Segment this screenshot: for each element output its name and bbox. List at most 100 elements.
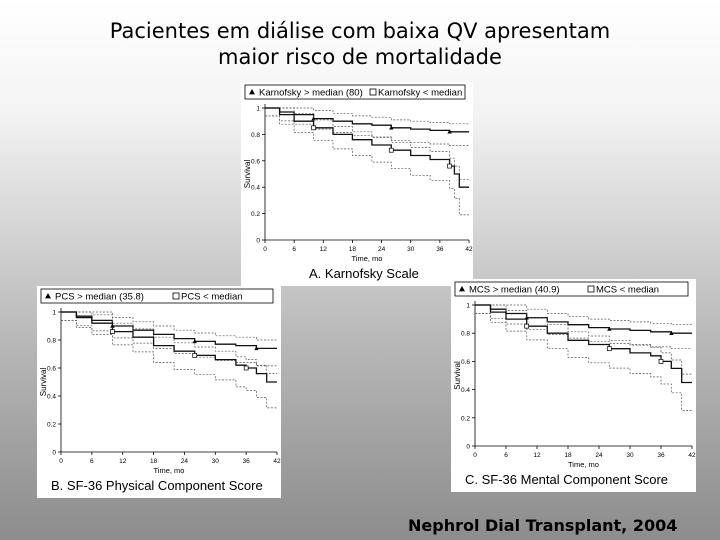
y-tick-label: 0.2 [251, 211, 260, 218]
y-tick-label: 0.6 [47, 366, 56, 373]
legend-label-low: Karnofsky < median [378, 88, 462, 99]
ci-upper-line [475, 304, 692, 326]
y-tick-label: 0 [52, 450, 56, 457]
ci-lower-line [61, 320, 277, 409]
data-point [447, 163, 452, 169]
chart-panel-c: MCS > median (40.9) MCS < median 0 0.2 0.4 0.… [451, 279, 696, 492]
citation: Nephrol Dial Transplant, 2004 [408, 516, 678, 535]
x-tick-label: 36 [436, 246, 444, 253]
x-tick-label: 12 [320, 246, 328, 253]
x-tick-label: 0 [473, 452, 477, 459]
legend-box [40, 288, 274, 304]
slide-title-line-1: Pacientes em diálise com baixa QV aprese… [109, 19, 611, 43]
x-tick-label: 18 [564, 452, 572, 459]
survival-line [61, 311, 277, 350]
y-tick-label: 1 [466, 303, 470, 310]
y-axis-label: Survival [243, 160, 252, 189]
survival-line [475, 304, 692, 384]
legend-box [244, 84, 466, 100]
y-tick-label: 0.6 [461, 359, 470, 366]
series-high-group [475, 304, 692, 350]
chart-title: C. SF-36 Mental Component Score [465, 472, 668, 487]
data-point [192, 353, 198, 358]
y-tick-label: 0.4 [461, 387, 470, 394]
slide-title-line-2: maior risco de mortalidade [218, 45, 502, 69]
ci-upper-line [61, 311, 277, 374]
survival-line [265, 107, 469, 188]
data-point [447, 129, 452, 134]
x-tick-label: 42 [688, 452, 696, 459]
data-point [311, 125, 316, 131]
x-axis-label: Time, mo [568, 460, 599, 469]
mcs-chart: MCS > median (40.9) MCS < median 0 0.2 0.4 0.… [453, 281, 696, 487]
chart-panel-a: Karnofsky > median (80) Karnofsky < media… [241, 82, 473, 286]
ci-upper-line [265, 107, 469, 180]
ci-upper-line [475, 304, 692, 375]
ci-lower-line [265, 115, 469, 216]
chart-panel-b: PCS > median (35.8) PCS < median 0 0.2 0.4 0.… [37, 286, 281, 498]
legend: Karnofsky > median (80) Karnofsky < media… [244, 84, 466, 100]
y-tick-label: 0.4 [47, 394, 56, 401]
x-tick-label: 18 [150, 458, 158, 465]
data-point [606, 346, 612, 352]
ci-lower-line [61, 320, 277, 367]
ci-lower-line [265, 115, 469, 146]
x-tick-label: 42 [465, 246, 473, 253]
x-axis-label: Time, mo [352, 254, 383, 263]
series-low-group [61, 311, 277, 409]
legend-box [454, 281, 689, 297]
ci-lower-line [475, 313, 692, 350]
legend-label-low: PCS < median [181, 292, 243, 303]
data-point [524, 323, 530, 329]
legend: PCS > median (35.8) PCS < median [40, 288, 274, 304]
y-tick-label: 0 [256, 238, 260, 245]
y-tick-label: 0.8 [251, 132, 260, 139]
legend-square-marker [369, 88, 377, 96]
x-tick-label: 30 [407, 246, 415, 253]
x-tick-label: 12 [119, 458, 127, 465]
x-tick-label: 42 [273, 458, 281, 465]
y-tick-label: 1 [256, 106, 260, 113]
legend-square-marker [172, 292, 180, 300]
x-tick-label: 0 [59, 458, 63, 465]
data-point [311, 116, 316, 121]
data-point [110, 329, 115, 334]
series-low-group [475, 304, 692, 411]
data-point [669, 331, 674, 335]
data-point [389, 125, 394, 130]
legend-label-high: MCS > median (40.9) [469, 285, 560, 296]
y-tick-label: 0 [466, 444, 470, 451]
data-point [192, 339, 197, 344]
y-axis-label: Survival [453, 361, 462, 390]
y-tick-label: 0.8 [461, 331, 470, 338]
y-tick-label: 0.6 [251, 158, 260, 165]
series-high-group [61, 311, 277, 367]
x-tick-label: 24 [181, 458, 189, 465]
legend-triangle-marker [45, 293, 51, 299]
pcs-chart: PCS > median (35.8) PCS < median 0 0.2 0.4 0.… [39, 288, 281, 493]
legend-label-high: PCS > median (35.8) [55, 292, 144, 303]
x-tick-label: 30 [212, 458, 220, 465]
x-tick-label: 24 [595, 452, 603, 459]
y-tick-label: 0.4 [251, 185, 260, 192]
x-tick-label: 0 [263, 246, 267, 253]
data-point [658, 359, 664, 364]
chart-title: B. SF-36 Physical Component Score [51, 478, 263, 493]
survival-line [475, 304, 692, 334]
y-tick-label: 0.8 [47, 338, 56, 345]
x-tick-label: 36 [243, 458, 251, 465]
y-tick-label: 0.2 [461, 415, 470, 422]
data-point [607, 326, 612, 331]
legend: MCS > median (40.9) MCS < median [454, 281, 689, 297]
data-point [388, 147, 394, 153]
x-tick-label: 6 [90, 458, 94, 465]
legend-triangle-marker [249, 89, 255, 95]
x-axis-label: Time, mo [154, 466, 185, 475]
legend-label-low: MCS < median [596, 285, 659, 296]
chart-title: A. Karnofsky Scale [309, 266, 419, 281]
y-tick-label: 0.2 [47, 422, 56, 429]
ci-upper-line [61, 311, 277, 341]
x-tick-label: 36 [657, 452, 665, 459]
x-tick-label: 24 [378, 246, 386, 253]
x-tick-label: 18 [349, 246, 357, 253]
